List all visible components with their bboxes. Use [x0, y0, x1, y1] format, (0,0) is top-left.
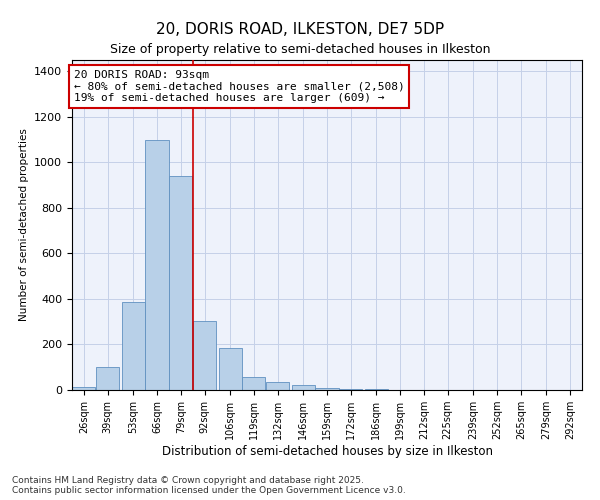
Bar	[316, 388, 338, 390]
Bar	[169, 176, 193, 390]
Bar	[365, 389, 388, 390]
Bar	[218, 348, 242, 390]
X-axis label: Distribution of semi-detached houses by size in Ilkeston: Distribution of semi-detached houses by …	[161, 445, 493, 458]
Bar	[339, 389, 362, 390]
Bar	[292, 386, 315, 390]
Bar	[242, 378, 265, 390]
Bar	[96, 367, 119, 390]
Text: 20 DORIS ROAD: 93sqm
← 80% of semi-detached houses are smaller (2,508)
19% of se: 20 DORIS ROAD: 93sqm ← 80% of semi-detac…	[74, 70, 404, 103]
Bar	[193, 320, 216, 390]
Bar	[72, 386, 95, 390]
Bar	[266, 382, 289, 390]
Text: 20, DORIS ROAD, ILKESTON, DE7 5DP: 20, DORIS ROAD, ILKESTON, DE7 5DP	[156, 22, 444, 38]
Bar	[145, 140, 169, 390]
Text: Contains HM Land Registry data © Crown copyright and database right 2025.
Contai: Contains HM Land Registry data © Crown c…	[12, 476, 406, 495]
Bar	[122, 302, 145, 390]
Text: Size of property relative to semi-detached houses in Ilkeston: Size of property relative to semi-detach…	[110, 42, 490, 56]
Y-axis label: Number of semi-detached properties: Number of semi-detached properties	[19, 128, 29, 322]
